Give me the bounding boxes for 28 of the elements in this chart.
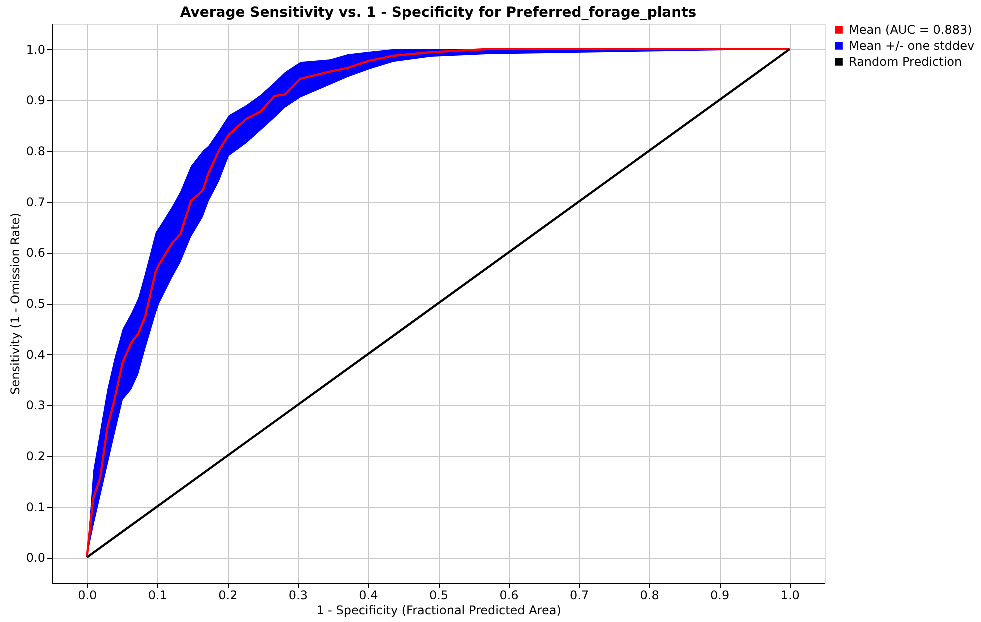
y-axis-title: Sensitivity (1 - Omission Rate) bbox=[8, 213, 22, 395]
y-tick-label: 0.9 bbox=[26, 94, 46, 108]
legend-label: Random Prediction bbox=[849, 55, 962, 69]
x-tick-label: 0.1 bbox=[148, 588, 168, 602]
x-tick-label: 1.0 bbox=[780, 588, 800, 602]
y-tick-label: 0.7 bbox=[26, 195, 46, 210]
y-tick-label: 0.0 bbox=[26, 551, 46, 566]
y-tick-label: 0.6 bbox=[26, 246, 46, 260]
x-tick-label: 0.9 bbox=[710, 588, 730, 602]
y-tick-label: 0.2 bbox=[26, 449, 46, 464]
x-tick-label: 0.3 bbox=[288, 588, 308, 602]
x-tick-label: 0.4 bbox=[359, 588, 378, 602]
x-tick-label: 0.6 bbox=[500, 588, 519, 602]
y-tick-label: 0.4 bbox=[26, 348, 46, 362]
legend-label: Mean (AUC = 0.883) bbox=[849, 23, 972, 37]
y-tick-label: 1.0 bbox=[26, 42, 46, 57]
y-tick-label: 0.1 bbox=[26, 500, 46, 514]
y-tick-label: 0.5 bbox=[26, 297, 46, 311]
chart-title: Average Sensitivity vs. 1 - Specificity for Preferred_forage_plants bbox=[180, 5, 697, 21]
x-axis-title: 1 - Specificity (Fractional Predicted Area) bbox=[316, 604, 562, 618]
x-tick-label: 0.8 bbox=[640, 588, 660, 602]
y-tick-label: 0.8 bbox=[26, 144, 46, 159]
legend-label: Mean +/- one stddev bbox=[849, 39, 975, 53]
x-tick-label: 0.5 bbox=[429, 588, 449, 602]
x-tick-label: 0.7 bbox=[570, 588, 590, 602]
y-tick-label: 0.3 bbox=[26, 398, 46, 413]
x-tick-label: 0.2 bbox=[218, 588, 238, 602]
x-tick-label: 0.0 bbox=[78, 588, 98, 602]
